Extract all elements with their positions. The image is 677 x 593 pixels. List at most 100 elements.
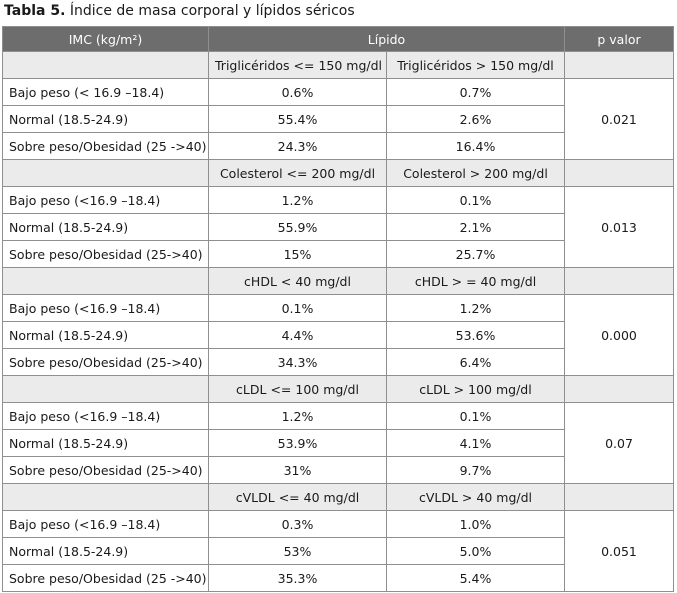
row-right-value: 2.6% bbox=[386, 105, 565, 133]
row-left-value: 34.3% bbox=[208, 348, 387, 376]
row-right-value: 9.7% bbox=[386, 456, 565, 484]
row-category: Sobre peso/Obesidad (25->40) bbox=[2, 348, 209, 376]
section-colesterol: Colesterol <= 200 mg/dl Colesterol > 200… bbox=[2, 159, 674, 268]
subheader-left: cVLDL <= 40 mg/dl bbox=[208, 483, 387, 511]
header-p-valor: p valor bbox=[564, 26, 674, 52]
row-left-value: 53% bbox=[208, 537, 387, 565]
table-caption-label: Tabla 5. bbox=[4, 3, 66, 19]
table-row: Bajo peso (<16.9 –18.4) 0.1% 1.2% 0.000 bbox=[2, 294, 674, 376]
row-category: Bajo peso (<16.9 –18.4) bbox=[2, 294, 209, 322]
table-header-row: IMC (kg/m²) Lípido p valor bbox=[2, 26, 674, 52]
subheader-row: Colesterol <= 200 mg/dl Colesterol > 200… bbox=[2, 159, 674, 187]
row-category: Bajo peso (<16.9 –18.4) bbox=[2, 186, 209, 214]
subheader-right: Triglicéridos > 150 mg/dl bbox=[386, 51, 565, 79]
row-left-value: 0.1% bbox=[208, 294, 387, 322]
subheader-left: cHDL < 40 mg/dl bbox=[208, 267, 387, 295]
row-right-value: 0.7% bbox=[386, 78, 565, 106]
row-left-value: 24.3% bbox=[208, 132, 387, 160]
table-row: Sobre peso/Obesidad (25 ->40) 35.3% 5.4% bbox=[2, 564, 674, 592]
table-row: Sobre peso/Obesidad (25->40) 15% 25.7% bbox=[2, 240, 674, 268]
row-right-value: 1.0% bbox=[386, 510, 565, 538]
subheader-left: cLDL <= 100 mg/dl bbox=[208, 375, 387, 403]
row-category: Sobre peso/Obesidad (25->40) bbox=[2, 456, 209, 484]
p-value: 0.013 bbox=[564, 186, 674, 268]
row-category: Sobre peso/Obesidad (25->40) bbox=[2, 240, 209, 268]
row-right-value: 6.4% bbox=[386, 348, 565, 376]
row-right-value: 0.1% bbox=[386, 186, 565, 214]
subheader-blank bbox=[564, 375, 674, 403]
subheader-blank bbox=[2, 375, 209, 403]
subheader-right: cHDL > = 40 mg/dl bbox=[386, 267, 565, 295]
row-category: Sobre peso/Obesidad (25 ->40) bbox=[2, 132, 209, 160]
p-value: 0.000 bbox=[564, 294, 674, 376]
row-right-value: 5.4% bbox=[386, 564, 565, 592]
subheader-blank bbox=[2, 483, 209, 511]
row-right-value: 1.2% bbox=[386, 294, 565, 322]
row-category: Bajo peso (<16.9 –18.4) bbox=[2, 402, 209, 430]
row-right-value: 16.4% bbox=[386, 132, 565, 160]
subheader-row: Triglicéridos <= 150 mg/dl Triglicéridos… bbox=[2, 51, 674, 79]
subheader-blank bbox=[564, 483, 674, 511]
row-right-value: 5.0% bbox=[386, 537, 565, 565]
subheader-blank bbox=[2, 159, 209, 187]
table-row: Sobre peso/Obesidad (25->40) 31% 9.7% bbox=[2, 456, 674, 484]
row-left-value: 53.9% bbox=[208, 429, 387, 457]
table-row: Sobre peso/Obesidad (25->40) 34.3% 6.4% bbox=[2, 348, 674, 376]
row-right-value: 2.1% bbox=[386, 213, 565, 241]
header-lipido: Lípido bbox=[208, 26, 565, 52]
header-imc: IMC (kg/m²) bbox=[2, 26, 209, 52]
row-right-value: 25.7% bbox=[386, 240, 565, 268]
p-value: 0.051 bbox=[564, 510, 674, 592]
section-chdl: cHDL < 40 mg/dl cHDL > = 40 mg/dl Bajo p… bbox=[2, 267, 674, 376]
row-left-value: 31% bbox=[208, 456, 387, 484]
table-row: Normal (18.5-24.9) 55.9% 2.1% bbox=[2, 213, 674, 241]
row-category: Sobre peso/Obesidad (25 ->40) bbox=[2, 564, 209, 592]
row-category: Normal (18.5-24.9) bbox=[2, 429, 209, 457]
subheader-blank bbox=[2, 51, 209, 79]
row-category: Normal (18.5-24.9) bbox=[2, 105, 209, 133]
row-category: Normal (18.5-24.9) bbox=[2, 537, 209, 565]
subheader-right: Colesterol > 200 mg/dl bbox=[386, 159, 565, 187]
table-caption: Tabla 5. Índice de masa corporal y lípid… bbox=[4, 1, 355, 21]
table-row: Normal (18.5-24.9) 53% 5.0% bbox=[2, 537, 674, 565]
table-row: Normal (18.5-24.9) 4.4% 53.6% bbox=[2, 321, 674, 349]
row-left-value: 0.6% bbox=[208, 78, 387, 106]
table-row: Normal (18.5-24.9) 55.4% 2.6% bbox=[2, 105, 674, 133]
table-row: Bajo peso (<16.9 –18.4) 0.3% 1.0% 0.051 bbox=[2, 510, 674, 592]
table-row: Bajo peso (<16.9 –18.4) 1.2% 0.1% 0.07 bbox=[2, 402, 674, 484]
subheader-left: Colesterol <= 200 mg/dl bbox=[208, 159, 387, 187]
table-caption-text: Índice de masa corporal y lípidos sérico… bbox=[69, 3, 355, 19]
row-left-value: 4.4% bbox=[208, 321, 387, 349]
subheader-right: cLDL > 100 mg/dl bbox=[386, 375, 565, 403]
subheader-blank bbox=[564, 51, 674, 79]
row-category: Normal (18.5-24.9) bbox=[2, 321, 209, 349]
bmi-lipids-table: IMC (kg/m²) Lípido p valor Triglicéridos… bbox=[2, 26, 674, 592]
section-cldl: cLDL <= 100 mg/dl cLDL > 100 mg/dl Bajo … bbox=[2, 375, 674, 484]
row-left-value: 55.9% bbox=[208, 213, 387, 241]
subheader-row: cHDL < 40 mg/dl cHDL > = 40 mg/dl bbox=[2, 267, 674, 295]
subheader-blank bbox=[2, 267, 209, 295]
row-category: Normal (18.5-24.9) bbox=[2, 213, 209, 241]
subheader-blank bbox=[564, 159, 674, 187]
subheader-left: Triglicéridos <= 150 mg/dl bbox=[208, 51, 387, 79]
p-value: 0.07 bbox=[564, 402, 674, 484]
section-cvldl: cVLDL <= 40 mg/dl cVLDL > 40 mg/dl Bajo … bbox=[2, 483, 674, 592]
table-row: Bajo peso (<16.9 –18.4) 1.2% 0.1% 0.013 bbox=[2, 186, 674, 268]
p-value: 0.021 bbox=[564, 78, 674, 160]
row-category: Bajo peso (<16.9 –18.4) bbox=[2, 510, 209, 538]
row-right-value: 53.6% bbox=[386, 321, 565, 349]
subheader-row: cVLDL <= 40 mg/dl cVLDL > 40 mg/dl bbox=[2, 483, 674, 511]
table-row: Sobre peso/Obesidad (25 ->40) 24.3% 16.4… bbox=[2, 132, 674, 160]
table-row: Normal (18.5-24.9) 53.9% 4.1% bbox=[2, 429, 674, 457]
table-row: Bajo peso (< 16.9 –18.4) 0.6% 0.7% 0.021 bbox=[2, 78, 674, 160]
row-left-value: 1.2% bbox=[208, 402, 387, 430]
row-right-value: 4.1% bbox=[386, 429, 565, 457]
subheader-blank bbox=[564, 267, 674, 295]
row-left-value: 0.3% bbox=[208, 510, 387, 538]
subheader-row: cLDL <= 100 mg/dl cLDL > 100 mg/dl bbox=[2, 375, 674, 403]
row-left-value: 15% bbox=[208, 240, 387, 268]
row-right-value: 0.1% bbox=[386, 402, 565, 430]
row-category: Bajo peso (< 16.9 –18.4) bbox=[2, 78, 209, 106]
subheader-right: cVLDL > 40 mg/dl bbox=[386, 483, 565, 511]
row-left-value: 35.3% bbox=[208, 564, 387, 592]
